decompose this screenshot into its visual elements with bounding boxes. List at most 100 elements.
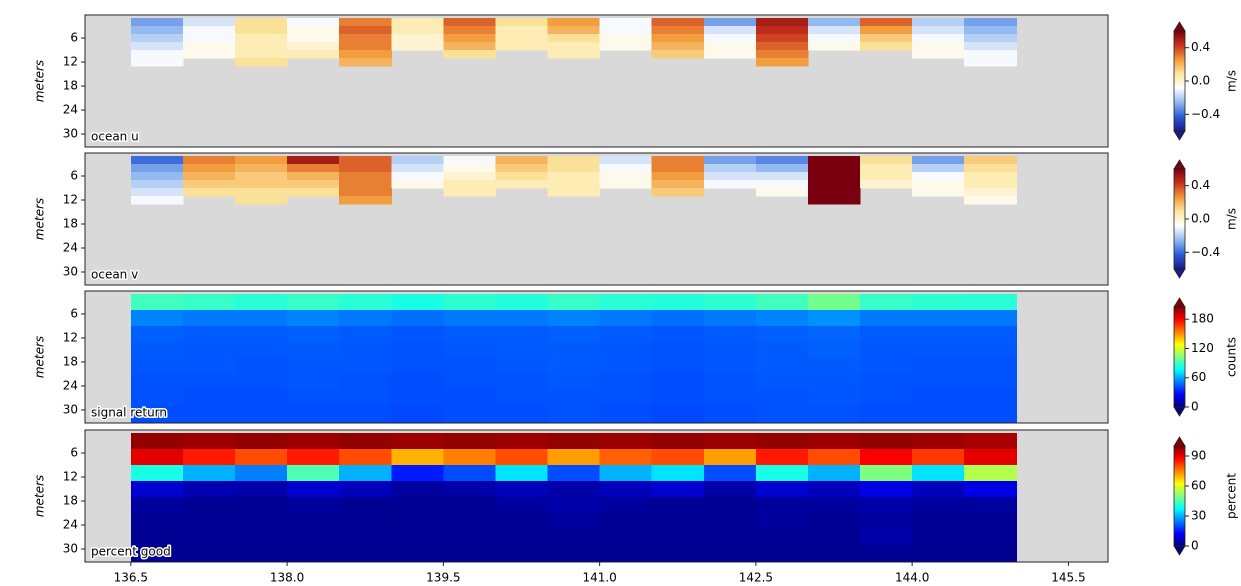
- heat-cell: [703, 310, 757, 327]
- heat-cell: [391, 449, 444, 466]
- heat-cell: [807, 406, 861, 423]
- heat-cell: [443, 188, 496, 197]
- heat-cell: [703, 465, 757, 482]
- heat-cell: [287, 310, 340, 327]
- heat-cell: [391, 156, 444, 165]
- heat-cell: [807, 545, 861, 562]
- heat-cell: [130, 374, 184, 391]
- colorbar: [1174, 169, 1185, 269]
- x-tick-label: 145.5: [1051, 571, 1085, 585]
- y-tick-label: 12: [63, 331, 78, 345]
- heat-cell: [547, 374, 601, 391]
- heat-cell: [182, 449, 236, 466]
- heat-cell: [235, 433, 288, 450]
- heat-cell: [964, 294, 1017, 311]
- heat-cell: [443, 406, 496, 423]
- heat-cell: [287, 449, 340, 466]
- heat-cell: [235, 497, 288, 514]
- heat-cell: [860, 310, 913, 327]
- heat-cell: [443, 529, 496, 546]
- heat-cell: [912, 497, 965, 514]
- heat-cell: [599, 374, 653, 391]
- y-tick-label: 24: [63, 241, 78, 255]
- heat-cell: [182, 529, 236, 546]
- heat-cell: [443, 164, 496, 173]
- heat-cell: [287, 342, 340, 359]
- heat-cell: [860, 545, 913, 562]
- colorbar-extend-max: [1173, 159, 1186, 170]
- heat-cell: [703, 50, 757, 59]
- heat-cell: [235, 465, 288, 482]
- heat-cell: [235, 42, 288, 51]
- heat-cell: [860, 26, 913, 35]
- heat-cell: [755, 18, 809, 27]
- heat-cell: [651, 26, 705, 35]
- heat-cell: [964, 34, 1017, 43]
- heat-cell: [755, 449, 809, 466]
- colorbar-tick-label: 60: [1191, 479, 1206, 493]
- heat-cell: [755, 156, 809, 165]
- heat-cell: [495, 374, 549, 391]
- colorbar-frame: [1173, 306, 1186, 408]
- heat-cell: [547, 18, 601, 27]
- heat-cell: [651, 433, 705, 450]
- heat-cell: [912, 374, 965, 391]
- heat-cell: [964, 164, 1017, 173]
- heat-cell: [703, 180, 757, 189]
- heat-cell: [443, 156, 496, 165]
- heat-cell: [182, 433, 236, 450]
- heat-cell: [287, 172, 340, 181]
- heat-cell: [651, 42, 705, 51]
- heat-cell: [703, 326, 757, 343]
- heat-cell: [547, 180, 601, 189]
- heat-cell: [495, 390, 549, 407]
- heat-cell: [443, 294, 496, 311]
- heat-cell: [599, 449, 653, 466]
- panel-label: percent good: [91, 545, 171, 559]
- heat-cell: [860, 42, 913, 51]
- colorbar-tick-label: 60: [1191, 370, 1206, 384]
- heat-cell: [443, 310, 496, 327]
- heat-cell: [182, 406, 236, 423]
- heat-cell: [860, 172, 913, 181]
- heat-cell: [964, 188, 1017, 197]
- heat-cell: [964, 449, 1017, 466]
- heat-cell: [339, 172, 392, 181]
- heat-cell: [443, 433, 496, 450]
- heat-cell: [495, 42, 549, 51]
- heat-cell: [964, 196, 1017, 205]
- y-axis-label: meters: [33, 336, 47, 378]
- heat-cell: [443, 172, 496, 181]
- heat-cell: [130, 342, 184, 359]
- heat-cell: [391, 34, 444, 43]
- heat-cell: [807, 196, 861, 205]
- heat-cell: [755, 172, 809, 181]
- plot-frame: [84, 429, 1109, 563]
- heat-cell: [182, 50, 236, 59]
- heat-cell: [130, 18, 184, 27]
- x-tick-label: 141.0: [582, 571, 616, 585]
- heat-cell: [860, 406, 913, 423]
- heat-cell: [235, 156, 288, 165]
- heat-cell: [130, 449, 184, 466]
- heat-cell: [651, 513, 705, 530]
- colorbar-extend-min: [1173, 268, 1186, 279]
- heat-cell: [703, 374, 757, 391]
- heat-cell: [651, 545, 705, 562]
- heat-cell: [964, 26, 1017, 35]
- heat-cell: [912, 310, 965, 327]
- heat-cell: [391, 513, 444, 530]
- heat-cell: [287, 18, 340, 27]
- heat-cell: [860, 497, 913, 514]
- heat-cell: [651, 406, 705, 423]
- heat-cell: [912, 50, 965, 59]
- heat-cell: [860, 481, 913, 498]
- heat-cell: [339, 50, 392, 59]
- heat-cell: [495, 497, 549, 514]
- heat-cell: [860, 513, 913, 530]
- panel-label: ocean u: [91, 130, 139, 144]
- heat-cell: [807, 34, 861, 43]
- heat-cell: [912, 326, 965, 343]
- heat-cell: [495, 18, 549, 27]
- heat-cell: [287, 34, 340, 43]
